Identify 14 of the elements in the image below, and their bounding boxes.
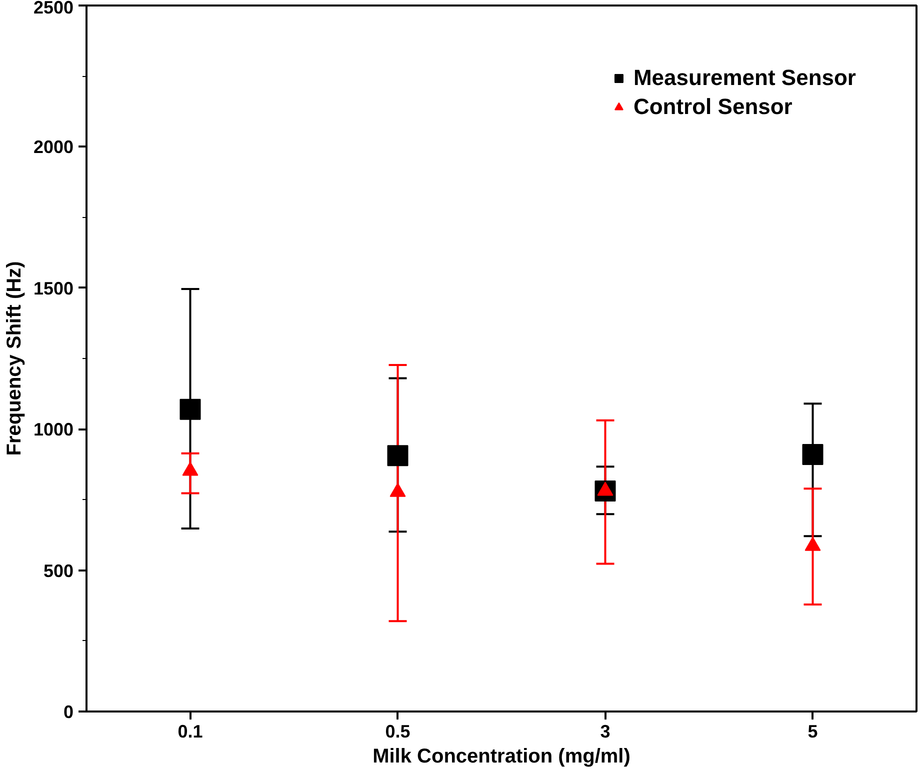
y-tick-label: 500: [43, 560, 74, 581]
y-tick-label: 0: [63, 702, 74, 722]
x-tick-label: 0.1: [178, 722, 203, 742]
x-axis-title: Milk Concentration (mg/ml): [372, 746, 630, 768]
legend-label: Measurement Sensor: [633, 65, 856, 91]
y-tick-label: 1500: [33, 278, 74, 298]
y-tick-label: 1000: [33, 420, 74, 440]
legend-label: Control Sensor: [633, 94, 792, 120]
x-tick-label: 3: [600, 722, 610, 742]
y-tick-label: 2500: [33, 0, 74, 18]
x-tick-label: 0.5: [385, 722, 410, 742]
y-axis-title: Frequency Shift (Hz): [3, 261, 26, 456]
x-tick-label: 5: [808, 722, 818, 742]
y-tick-label: 2000: [33, 137, 74, 158]
